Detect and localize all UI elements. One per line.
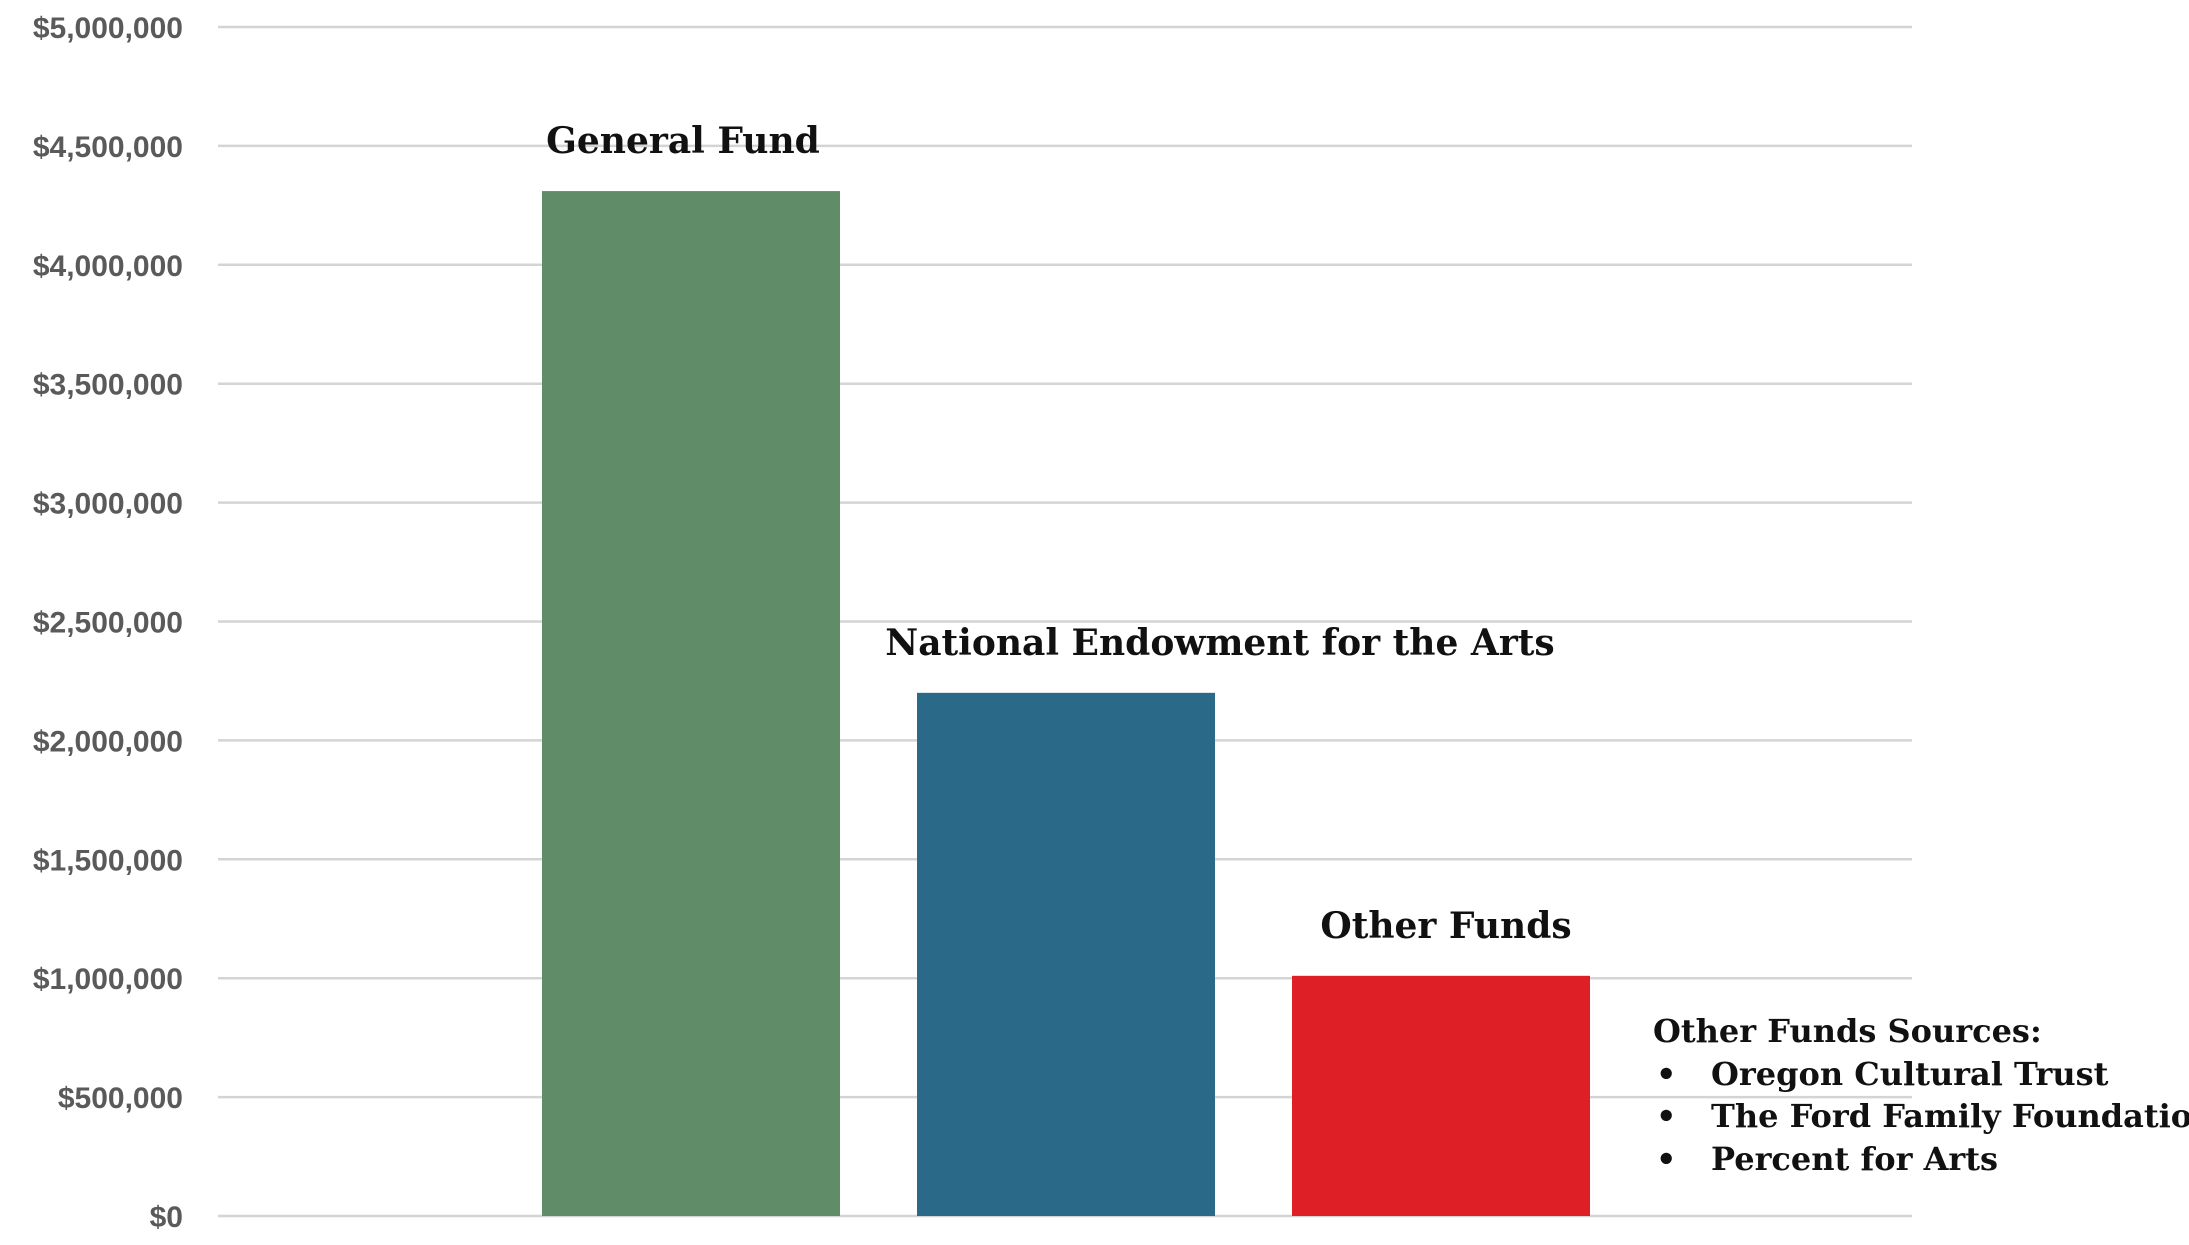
bars xyxy=(542,191,1590,1216)
y-tick-label: $2,500,000 xyxy=(33,607,183,640)
y-tick-label: $3,000,000 xyxy=(33,488,183,521)
note-bullet-3: • xyxy=(1656,1140,1676,1178)
y-tick-label: $1,000,000 xyxy=(33,963,183,996)
note-item-ford-family-foundation: The Ford Family Foundation xyxy=(1711,1097,2189,1135)
bar-label: National Endowment for the Arts xyxy=(885,622,1554,664)
y-tick-label: $500,000 xyxy=(58,1082,183,1115)
y-tick-label: $4,500,000 xyxy=(33,131,183,164)
note-item-percent-for-arts: Percent for Arts xyxy=(1711,1140,1998,1178)
y-axis-tick-labels: $0 $500,000 $1,000,000 $1,500,000 $2,000,000… xyxy=(33,12,183,1234)
other-funds-sources-note: Other Funds Sources: • Oregon Cultural T… xyxy=(1653,1012,2189,1178)
bar-other-funds xyxy=(1292,975,1590,1216)
y-tick-label: $2,000,000 xyxy=(33,725,183,758)
note-item-oregon-cultural-trust: Oregon Cultural Trust xyxy=(1711,1055,2109,1093)
y-tick-label: $0 xyxy=(150,1201,183,1234)
y-tick-label: $4,000,000 xyxy=(33,250,183,283)
bar-general-fund xyxy=(542,191,840,1216)
note-bullet-1: • xyxy=(1656,1055,1676,1093)
bar-national-endowment-for-the-arts xyxy=(917,692,1215,1216)
bar-label: Other Funds xyxy=(1320,905,1571,947)
note-bullet-2: • xyxy=(1656,1097,1676,1135)
y-tick-label: $5,000,000 xyxy=(33,12,183,45)
bar-label: General Fund xyxy=(546,120,820,162)
y-tick-label: $3,500,000 xyxy=(33,369,183,402)
note-heading: Other Funds Sources: xyxy=(1653,1012,2042,1050)
y-tick-label: $1,500,000 xyxy=(33,844,183,877)
bar-labels: General Fund National Endowment for the A… xyxy=(546,120,1571,947)
